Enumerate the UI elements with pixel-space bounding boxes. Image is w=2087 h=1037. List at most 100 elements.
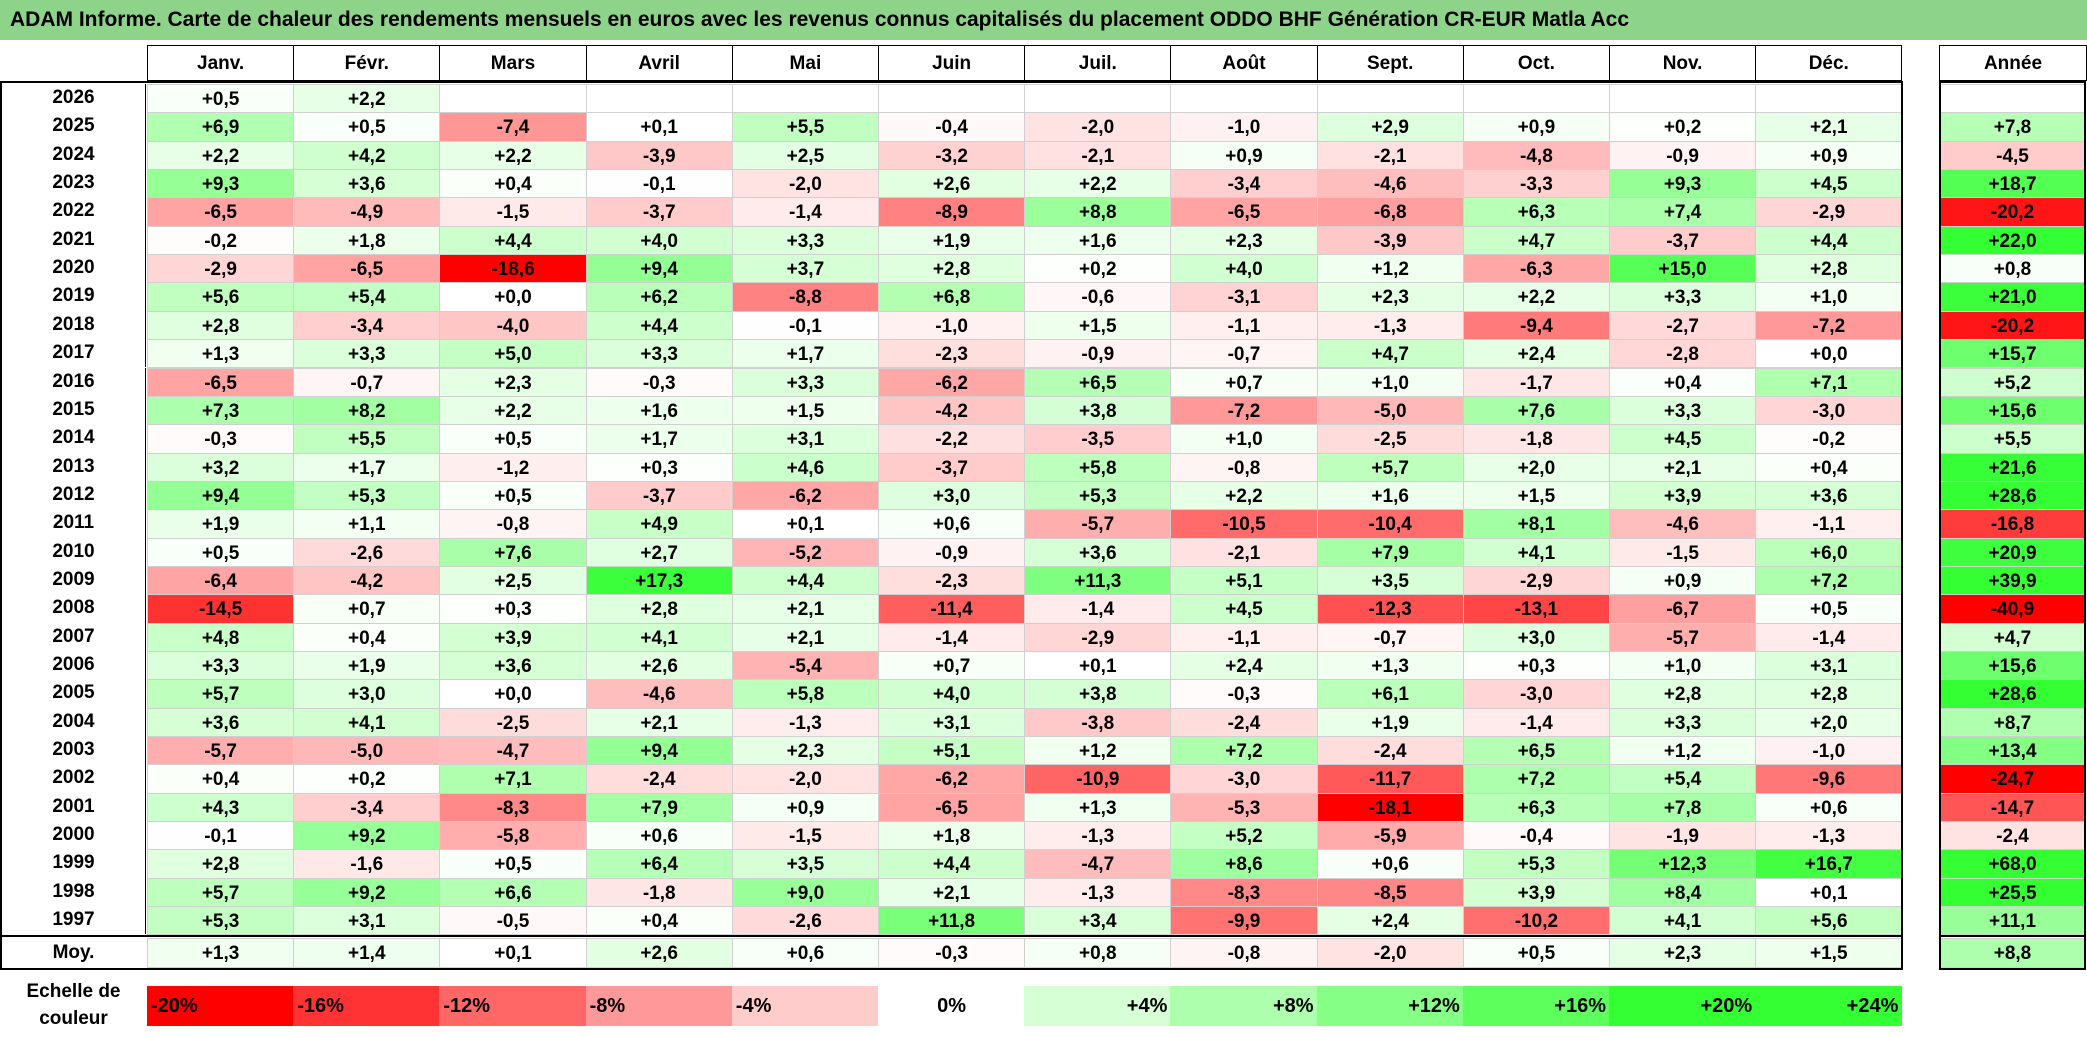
month-cell xyxy=(1024,84,1172,114)
month-cell: +7,2 xyxy=(1755,565,1903,596)
annual-cell: +8,7 xyxy=(1939,707,2086,738)
month-cell: +2,2 xyxy=(293,84,441,114)
month-cell: +6,5 xyxy=(1462,736,1610,766)
column-header: Sept. xyxy=(1316,45,1464,81)
average-cell: -2,0 xyxy=(1316,938,1464,968)
row-year-label: 2021 xyxy=(1,225,146,255)
average-cell: +1,4 xyxy=(293,938,441,968)
month-cell: -12,3 xyxy=(1316,594,1464,624)
month-cell xyxy=(585,84,733,114)
color-scale-swatch: -4% xyxy=(731,986,879,1026)
month-cell: -0,7 xyxy=(1170,339,1318,369)
month-cell: +2,8 xyxy=(1755,679,1903,709)
month-cell: -6,7 xyxy=(1609,594,1757,624)
month-cell: +2,8 xyxy=(147,310,295,341)
month-cell: -0,8 xyxy=(439,509,587,539)
month-cell: -6,8 xyxy=(1316,197,1464,227)
annual-cell: +15,7 xyxy=(1939,339,2086,369)
month-cell: -2,9 xyxy=(1462,565,1610,596)
month-cell: +6,9 xyxy=(147,112,295,142)
month-cell: +2,9 xyxy=(1316,112,1464,142)
average-separator xyxy=(1939,935,2086,937)
month-cell: +5,3 xyxy=(1462,849,1610,879)
month-cell: -9,6 xyxy=(1755,764,1903,794)
month-cell: -5,4 xyxy=(731,651,879,681)
month-cell: -1,4 xyxy=(1755,622,1903,652)
month-cell: +1,6 xyxy=(585,395,733,426)
month-cell: -1,3 xyxy=(1024,877,1172,908)
month-cell: +9,4 xyxy=(585,254,733,284)
month-cell: +1,9 xyxy=(147,509,295,539)
month-cell: +5,0 xyxy=(439,339,587,369)
row-year-label: 2003 xyxy=(1,736,146,765)
month-cell: +5,4 xyxy=(293,282,441,312)
month-cell: +5,5 xyxy=(293,424,441,454)
month-cell: -6,5 xyxy=(147,367,295,397)
month-cell: +8,4 xyxy=(1609,877,1757,908)
month-cell: -18,1 xyxy=(1316,792,1464,823)
month-cell: +3,9 xyxy=(439,622,587,652)
month-cell: +6,6 xyxy=(439,877,587,908)
column-header: Avril xyxy=(585,45,733,81)
month-cell: -1,1 xyxy=(1170,310,1318,341)
month-cell: +1,6 xyxy=(1024,225,1172,256)
month-cell: -3,7 xyxy=(585,480,733,511)
month-cell: +0,5 xyxy=(439,424,587,454)
month-cell: +2,2 xyxy=(439,395,587,426)
row-year-label: 2004 xyxy=(1,707,146,737)
month-cell: -0,9 xyxy=(1024,339,1172,369)
month-cell: +2,1 xyxy=(585,707,733,738)
row-year-label: 2008 xyxy=(1,594,146,623)
month-cell: +3,6 xyxy=(293,169,441,199)
month-cell: +2,2 xyxy=(147,140,295,171)
month-cell: -1,5 xyxy=(439,197,587,227)
month-cell: +0,1 xyxy=(1024,651,1172,681)
month-cell: -3,8 xyxy=(1024,707,1172,738)
month-cell: +2,1 xyxy=(1755,112,1903,142)
month-cell: +9,0 xyxy=(731,877,879,908)
month-cell xyxy=(439,84,587,114)
month-cell: +5,1 xyxy=(878,736,1026,766)
month-cell: +5,3 xyxy=(147,906,295,936)
month-cell: +11,3 xyxy=(1024,565,1172,596)
month-cell: -2,9 xyxy=(1024,622,1172,652)
month-cell: +2,1 xyxy=(731,622,879,652)
month-cell: +1,8 xyxy=(878,821,1026,851)
month-cell: -18,6 xyxy=(439,254,587,284)
month-cell: -4,6 xyxy=(1609,509,1757,539)
month-cell: +1,2 xyxy=(1024,736,1172,766)
row-year-label: 2014 xyxy=(1,424,146,453)
month-cell: +12,3 xyxy=(1609,849,1757,879)
month-cell: +2,5 xyxy=(731,140,879,171)
month-cell: -2,3 xyxy=(878,339,1026,369)
month-cell: +5,6 xyxy=(147,282,295,312)
column-header: Juil. xyxy=(1024,45,1172,81)
month-cell: +3,5 xyxy=(1316,565,1464,596)
month-cell: +7,4 xyxy=(1609,197,1757,227)
month-cell: +2,3 xyxy=(731,736,879,766)
row-year-label: 2011 xyxy=(1,509,146,538)
month-cell: +2,4 xyxy=(1170,651,1318,681)
average-cell: +2,3 xyxy=(1609,938,1757,968)
row-year-label: 2019 xyxy=(1,282,146,311)
month-cell: -0,2 xyxy=(147,225,295,256)
month-cell: +2,8 xyxy=(1755,254,1903,284)
month-cell: +2,2 xyxy=(1170,480,1318,511)
month-cell: -0,8 xyxy=(1170,452,1318,482)
month-cell: +1,9 xyxy=(878,225,1026,256)
month-cell: +3,8 xyxy=(1024,679,1172,709)
month-cell: +2,8 xyxy=(147,849,295,879)
month-cell: +0,7 xyxy=(1170,367,1318,397)
month-cell: -5,2 xyxy=(731,537,879,567)
month-cell: -1,1 xyxy=(1755,509,1903,539)
month-cell: -1,3 xyxy=(1316,310,1464,341)
month-cell: +2,3 xyxy=(1170,225,1318,256)
month-cell: +2,3 xyxy=(439,367,587,397)
month-cell: -3,5 xyxy=(1024,424,1172,454)
month-cell: -7,2 xyxy=(1170,395,1318,426)
annual-cell: +21,0 xyxy=(1939,282,2086,312)
month-cell: -0,6 xyxy=(1024,282,1172,312)
month-cell: +1,2 xyxy=(1316,254,1464,284)
month-cell: -3,4 xyxy=(1170,169,1318,199)
month-cell: +1,2 xyxy=(1609,736,1757,766)
